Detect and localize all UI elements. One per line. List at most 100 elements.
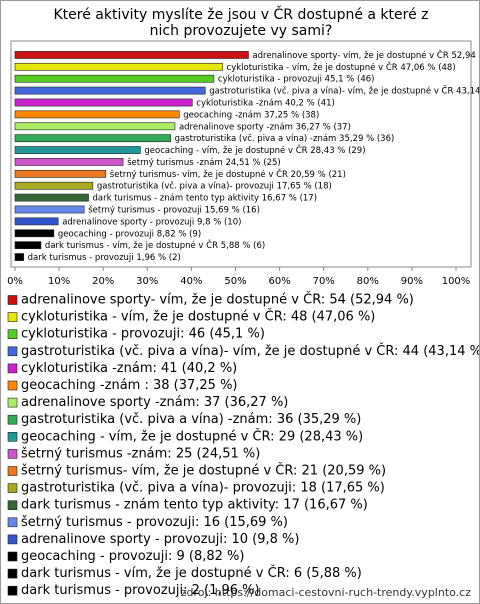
legend-label: šetrný turismus -znám: 25 (24,51 %) (21, 446, 260, 461)
x-tick-label: 60% (268, 276, 290, 287)
bar (14, 134, 171, 143)
legend-label: dark turismus - vím, že je dostupné v ČR… (21, 565, 362, 581)
legend-label: geocaching -znám : 38 (37,25 %) (21, 378, 238, 393)
bar-label: šetrný turismus - provozuji 15,69 % (16) (88, 204, 260, 215)
legend-swatch (7, 500, 18, 511)
bar-label: geocaching - vím, že je dostupné v ČR 28… (144, 144, 365, 156)
bar-label: adrenalinove sporty - provozuji 9,8 % (1… (62, 217, 241, 227)
bar-value-label: 1,96 % (2) (136, 253, 180, 263)
bar-label: dark turismus - vím, že je dostupné v ČR… (45, 239, 265, 251)
bar-category: šetrný turismus - provozuji (88, 204, 202, 215)
bar (14, 146, 141, 154)
legend-label: adrenalinove sporty - provozuji: 10 (9,8… (21, 532, 299, 547)
legend-label: dark turismus - znám tento typ aktivity:… (21, 498, 368, 513)
legend-label: geocaching - provozuji: 9 (8,82 %) (21, 549, 244, 564)
bar-category: dark turismus - vím, že je dostupné v ČR (45, 239, 218, 251)
legend-swatch (7, 517, 18, 528)
bar-label: šetrný turismus- vím, že je dostupné v Č… (110, 167, 346, 179)
legend-label: cykloturistika - provozuji: 46 (45,1 %) (21, 327, 265, 342)
bar-value-label: 45,1 % (46) (325, 74, 375, 84)
legend-swatch (7, 397, 18, 408)
bar-value-label: 43,14 % (44) (456, 86, 479, 96)
bar (14, 241, 42, 250)
bar-category: šetrný turismus- vím, že je dostupné v Č… (110, 167, 288, 179)
x-tick-label: 10% (48, 276, 70, 287)
bar-value-label: 9,8 % (10) (197, 217, 241, 227)
bar-label: geocaching - provozuji 8,82 % (9) (58, 229, 201, 239)
bar-category: geocaching - vím, že je dostupné v ČR (144, 144, 307, 156)
legend-swatch (7, 568, 18, 579)
source: zdroj: https://domaci-cestovni-ruch-tren… (181, 586, 471, 599)
bar-category: adrenalinove sporty -znám (179, 122, 293, 132)
bar (14, 229, 55, 238)
bar-category: dark turismus - provozuji (28, 253, 134, 263)
legend-swatch (7, 363, 18, 374)
bar (14, 62, 223, 71)
legend-label: cykloturistika - vím, že je dostupné v Č… (21, 309, 375, 325)
chart-title: Které aktivity myslíte že jsou v ČR dost… (53, 7, 429, 39)
legend-swatch (7, 414, 18, 425)
bar-value-label: 28,43 % (29) (310, 146, 365, 156)
legend-swatch (7, 449, 18, 459)
legend-swatch (7, 466, 18, 476)
legend-label: gastroturistika (vč. piva a vína) -znám:… (21, 412, 361, 427)
bar (14, 158, 124, 166)
bar-label: gastroturistika (vč. piva a vína)- provo… (97, 180, 332, 191)
legend-swatch (7, 585, 18, 596)
bar-category: cykloturistika -znám (196, 98, 282, 108)
bar (14, 86, 206, 95)
bar-category: geocaching - provozuji (58, 229, 154, 239)
bar (14, 193, 89, 202)
legend-swatch (7, 346, 18, 357)
legend-swatch (7, 295, 18, 305)
bar-value-label: 15,69 % (16) (205, 205, 260, 215)
x-tick-label: 40% (180, 276, 202, 287)
bar-category: gastroturistika (vč. piva a vína)- vím, … (209, 84, 453, 96)
bar-category: cykloturistika - provozuji (218, 74, 322, 84)
x-tick-label: 100% (442, 276, 471, 287)
legend-label: gastroturistika (vč. piva a vína)- vím, … (21, 343, 479, 359)
bar-label: cykloturistika - vím, že je dostupné v Č… (227, 60, 456, 72)
bar-value-label: 35,29 % (36) (339, 134, 394, 144)
legend-label: adrenalinove sporty- vím, že je dostupné… (21, 292, 414, 308)
bar (14, 122, 176, 131)
x-tick-label: 70% (313, 276, 335, 287)
bar-category: cykloturistika - vím, že je dostupné v Č… (227, 60, 398, 72)
bar-value-label: 47,06 % (48) (400, 62, 455, 72)
bar-category: dark turismus - znám tento typ aktivity (93, 193, 260, 203)
bar (14, 98, 193, 107)
bar-category: adrenalinove sporty- vím, že je dostupné… (252, 48, 448, 60)
bar (14, 205, 85, 214)
bar-label: adrenalinove sporty- vím, že je dostupné… (252, 48, 479, 60)
bar (14, 110, 180, 119)
legend-label: adrenalinove sporty -znám: 37 (36,27 %) (21, 395, 288, 410)
x-tick-label: 0% (7, 276, 23, 287)
bar-value-label: 5,88 % (6) (221, 241, 265, 251)
bar (14, 181, 94, 190)
legend-label: geocaching - vím, že je dostupné v ČR: 2… (21, 428, 363, 444)
bar-label: geocaching -znám 37,25 % (38) (183, 110, 319, 120)
x-tick-label: 80% (357, 276, 379, 287)
legend-swatch (7, 551, 18, 562)
bar-label: gastroturistika (vč. piva a vína)- vím, … (209, 84, 479, 96)
legend-swatch (7, 329, 18, 340)
legend-swatch (7, 312, 18, 322)
bar-label: dark turismus - provozuji 1,96 % (2) (28, 253, 181, 263)
bar (14, 217, 59, 226)
bar (14, 169, 107, 178)
x-tick-label: 90% (401, 276, 423, 287)
bar-value-label: 17,65 % (18) (277, 181, 332, 191)
bar-label: cykloturistika - provozuji 45,1 % (46) (218, 74, 375, 84)
bar-label: cykloturistika -znám 40,2 % (41) (196, 98, 335, 108)
bar-value-label: 37,25 % (38) (264, 110, 319, 120)
bar-category: gastroturistika (vč. piva a vína) -znám (175, 133, 337, 144)
legend-label: dark turismus - provozuji: 2 (1,96 %) (21, 583, 260, 598)
bar-value-label: 8,82 % (9) (157, 229, 201, 239)
bar-label: adrenalinove sporty -znám 36,27 % (37) (179, 122, 351, 132)
bar (14, 51, 249, 59)
bar-value-label: 36,27 % (37) (296, 122, 351, 132)
bar (14, 253, 24, 261)
bar-value-label: 52,94 % (54) (451, 50, 479, 60)
